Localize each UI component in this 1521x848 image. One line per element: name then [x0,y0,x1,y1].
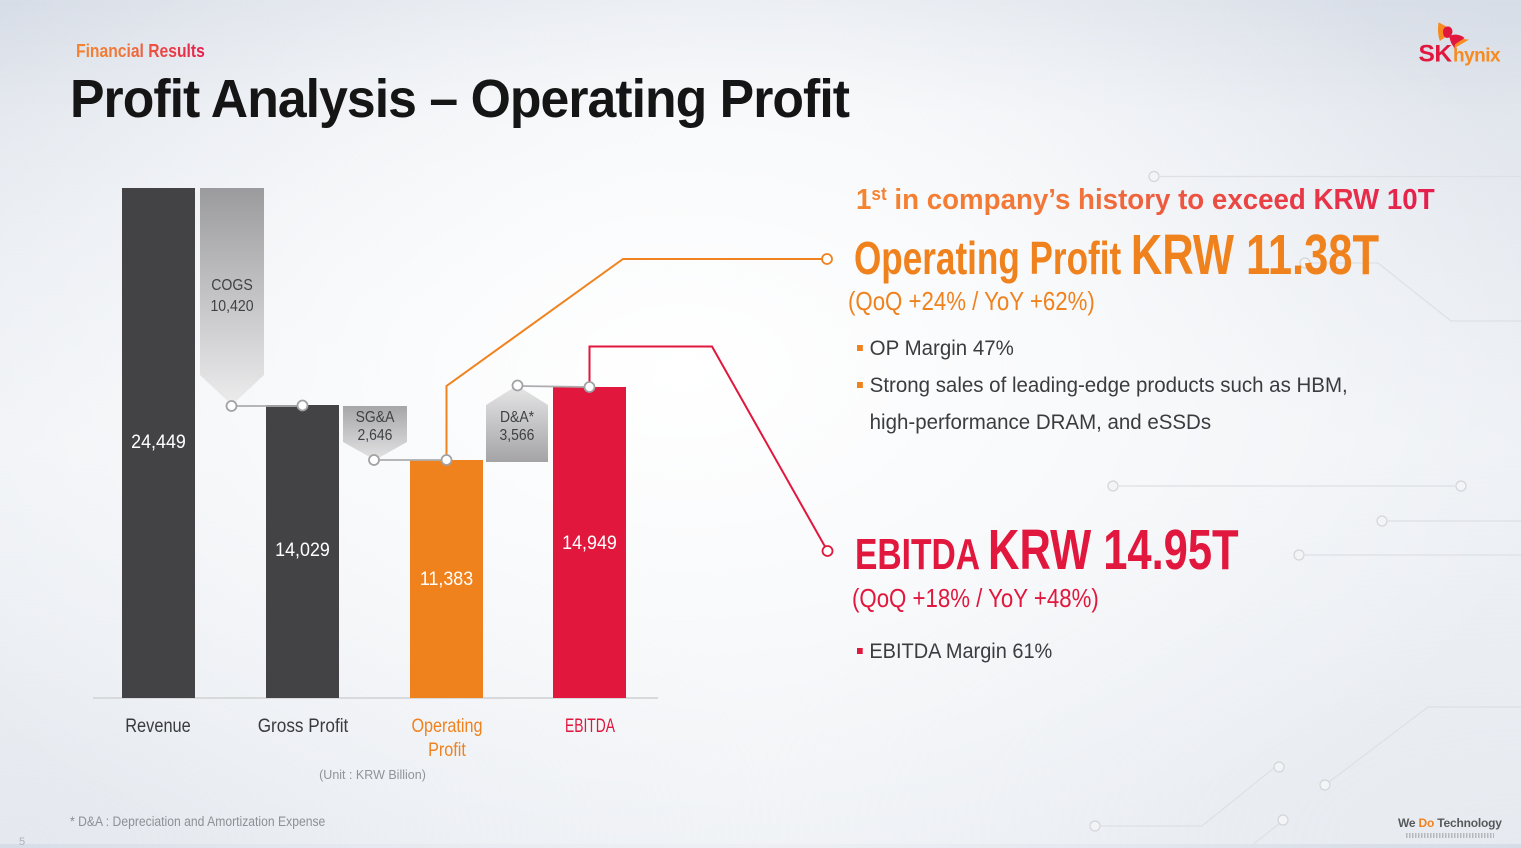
svg-text:SK: SK [1419,41,1453,68]
svg-text:hynix: hynix [1453,46,1501,67]
